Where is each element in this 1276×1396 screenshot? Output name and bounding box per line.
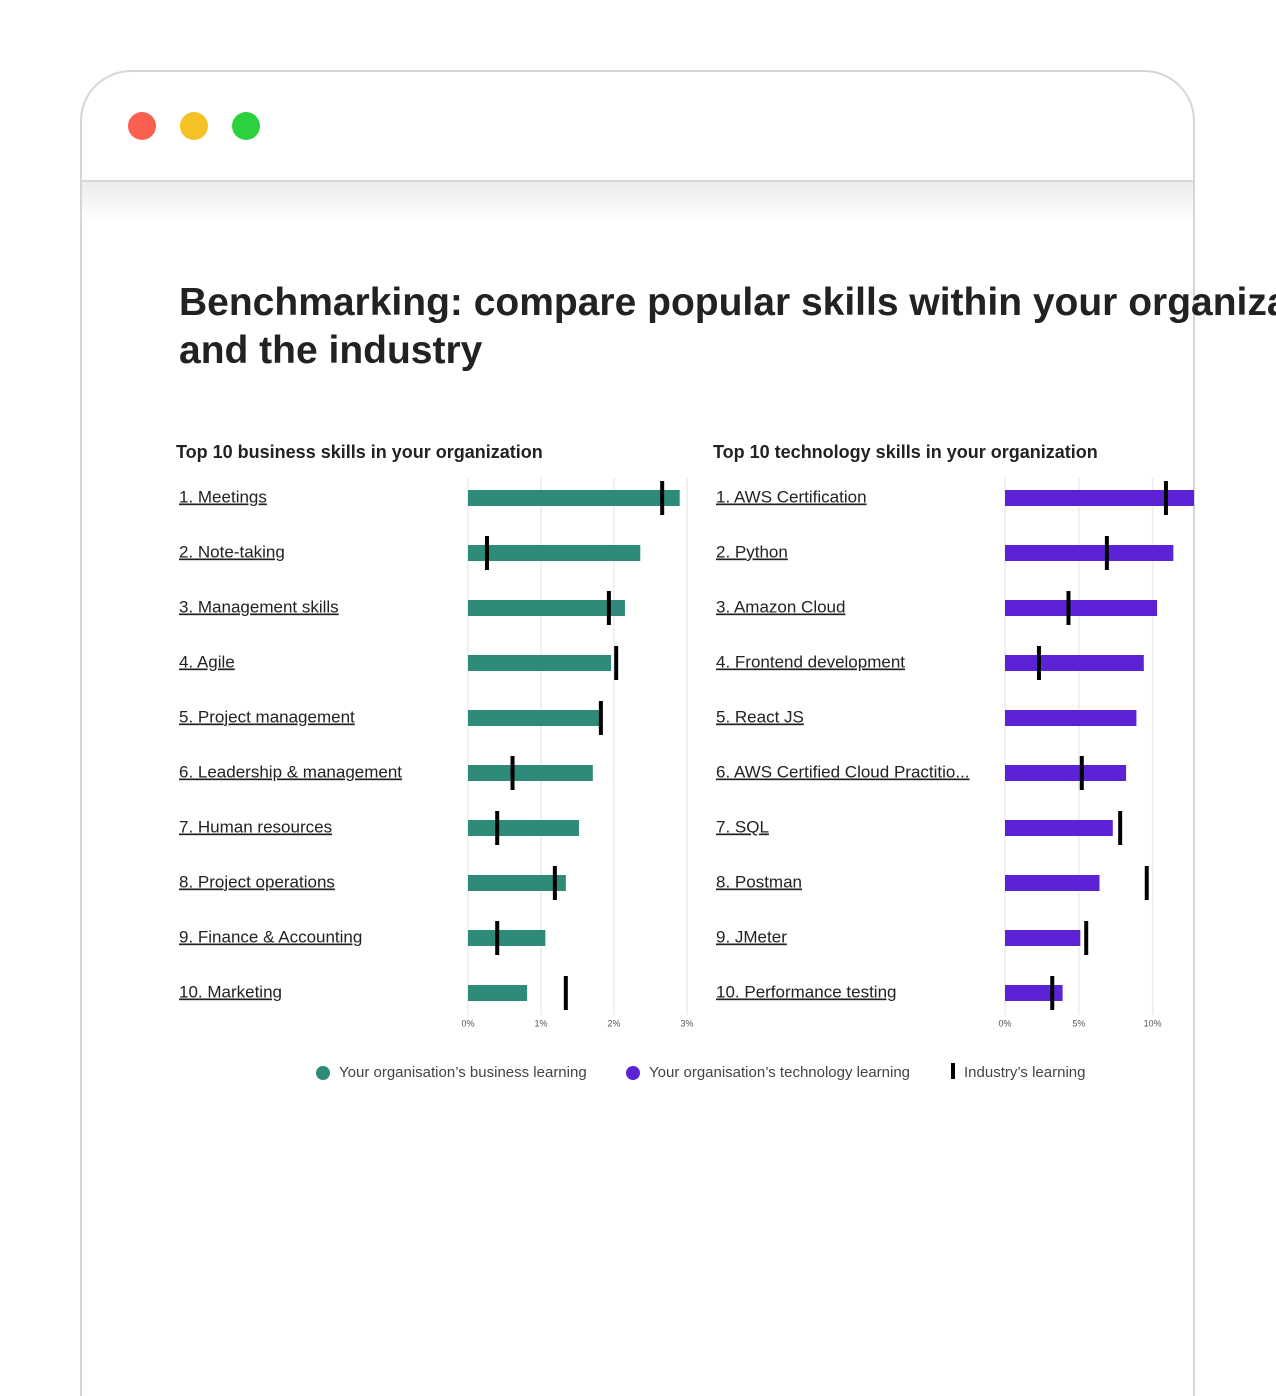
industry-marker	[598, 701, 603, 735]
industry-marker	[563, 976, 568, 1010]
minimize-dot[interactable]	[180, 112, 208, 140]
bar	[468, 710, 602, 726]
category-label[interactable]: 6. Leadership & management	[179, 762, 402, 781]
x-tick-label: 10%	[1144, 1018, 1162, 1028]
x-tick-label: 5%	[1072, 1018, 1085, 1028]
industry-marker	[1084, 921, 1089, 955]
x-tick-label: 3%	[680, 1018, 693, 1028]
category-label[interactable]: 1. AWS Certification	[716, 487, 867, 506]
category-label[interactable]: 2. Python	[716, 542, 788, 561]
category-label[interactable]: 10. Performance testing	[716, 982, 896, 1001]
x-tick-label: 0%	[461, 1018, 474, 1028]
industry-marker	[484, 536, 489, 570]
category-label[interactable]: 5. Project management	[179, 707, 355, 726]
category-label[interactable]: 2. Note-taking	[179, 542, 285, 561]
legend-swatch	[951, 1063, 955, 1079]
legend-label: Industry’s learning	[964, 1064, 1085, 1081]
page-title: Benchmarking: compare popular skills wit…	[179, 281, 1276, 372]
bar	[468, 985, 528, 1001]
bar	[1005, 710, 1137, 726]
industry-marker	[510, 756, 515, 790]
category-label[interactable]: 8. Project operations	[179, 872, 335, 891]
bar	[1005, 490, 1194, 506]
bar	[468, 930, 546, 946]
category-label[interactable]: 9. Finance & Accounting	[179, 927, 362, 946]
category-label[interactable]: 3. Management skills	[179, 597, 339, 616]
bar	[468, 600, 625, 616]
category-label[interactable]: 7. SQL	[716, 817, 769, 836]
industry-marker	[606, 591, 611, 625]
bar	[1005, 545, 1174, 561]
x-tick-label: 0%	[998, 1018, 1011, 1028]
legend-label: Your organisation’s business learning	[339, 1064, 587, 1081]
category-label[interactable]: 3. Amazon Cloud	[716, 597, 845, 616]
x-tick-label: 2%	[607, 1018, 620, 1028]
industry-marker	[660, 481, 665, 515]
industry-marker	[1066, 591, 1071, 625]
bar	[468, 545, 641, 561]
legend-swatch	[316, 1066, 330, 1080]
industry-marker	[1036, 646, 1041, 680]
header-shadow	[82, 182, 1193, 222]
x-tick-label: 1%	[534, 1018, 547, 1028]
industry-marker	[552, 866, 557, 900]
bar	[1005, 600, 1158, 616]
maximize-dot[interactable]	[232, 112, 260, 140]
industry-marker	[495, 811, 500, 845]
industry-marker	[1104, 536, 1109, 570]
bar	[468, 875, 566, 891]
category-label[interactable]: 7. Human resources	[179, 817, 332, 836]
legend-swatch	[626, 1066, 640, 1080]
close-dot[interactable]	[128, 112, 156, 140]
industry-marker	[614, 646, 619, 680]
category-label[interactable]: 4. Agile	[179, 652, 235, 671]
category-label[interactable]: 6. AWS Certified Cloud Practitio...	[716, 762, 970, 781]
industry-marker	[1144, 866, 1149, 900]
chart-title: Top 10 technology skills in your organiz…	[713, 442, 1098, 462]
bar	[468, 490, 680, 506]
category-label[interactable]: 4. Frontend development	[716, 652, 905, 671]
bar	[1005, 930, 1081, 946]
category-label[interactable]: 5. React JS	[716, 707, 804, 726]
industry-marker	[1118, 811, 1123, 845]
chart-title: Top 10 business skills in your organizat…	[176, 442, 543, 462]
bar	[1005, 655, 1144, 671]
window-frame	[80, 70, 1195, 1396]
legend-label: Your organisation’s technology learning	[649, 1064, 910, 1081]
category-label[interactable]: 10. Marketing	[179, 982, 282, 1001]
bar	[468, 655, 612, 671]
industry-marker	[1050, 976, 1055, 1010]
category-label[interactable]: 9. JMeter	[716, 927, 787, 946]
category-label[interactable]: 8. Postman	[716, 872, 802, 891]
industry-marker	[495, 921, 500, 955]
bar	[1005, 985, 1063, 1001]
bar	[468, 765, 593, 781]
category-label[interactable]: 1. Meetings	[179, 487, 267, 506]
bar	[1005, 820, 1113, 836]
bar	[1005, 765, 1127, 781]
industry-marker	[1163, 481, 1168, 515]
bar	[1005, 875, 1100, 891]
bar	[468, 820, 579, 836]
industry-marker	[1079, 756, 1084, 790]
